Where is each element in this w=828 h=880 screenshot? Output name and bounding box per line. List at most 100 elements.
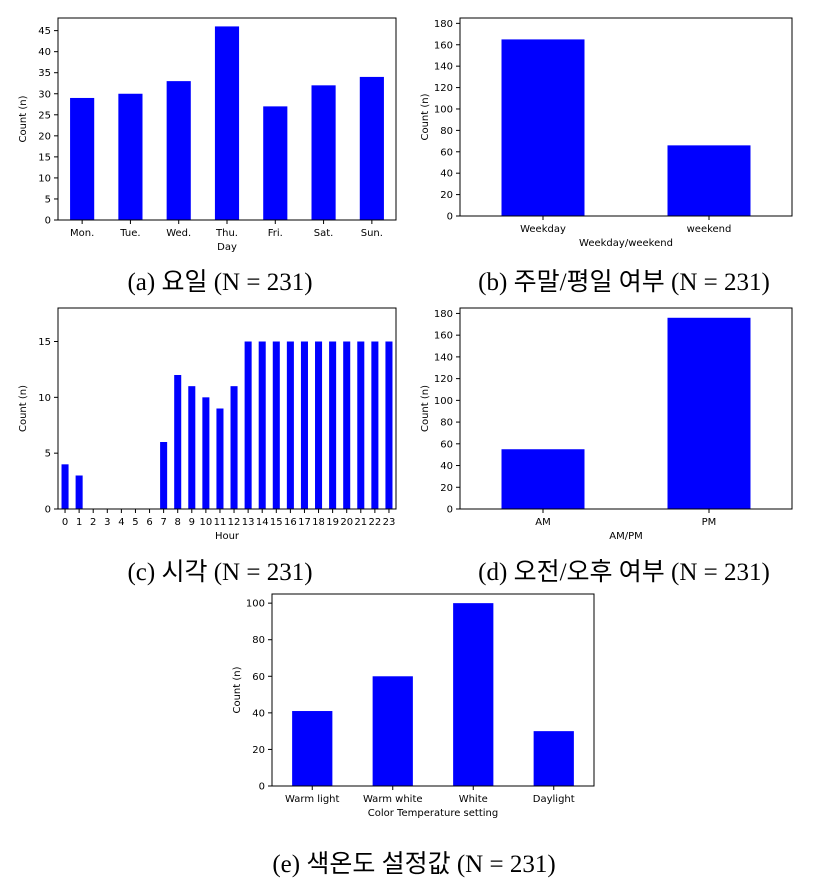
x-tick-label: 9: [189, 517, 195, 528]
y-tick-label: 25: [38, 110, 51, 121]
x-tick-label: 17: [298, 517, 311, 528]
x-tick-label: 4: [118, 517, 124, 528]
caption-day: (a) 요일 (N = 231): [127, 269, 313, 296]
chart-day: Mon. Tue. Wed. Thu. Fri. Sat. Sun. 0 5 10 15 20 25 30…: [18, 17, 397, 253]
bar-am: [501, 449, 585, 509]
bar-wed-: [166, 81, 191, 220]
y-tick-label: 5: [45, 449, 51, 460]
y-tick-label: 180: [434, 309, 453, 320]
bar-9: [188, 386, 196, 509]
y-tick-label: 100: [434, 104, 453, 115]
x-tick-label: 6: [146, 517, 152, 528]
y-tick-label: 80: [440, 418, 453, 429]
y-tick-label: 140: [434, 62, 453, 73]
x-tick-label: 16: [284, 517, 297, 528]
bar-sun-: [359, 76, 384, 221]
x-axis-label: Day: [217, 242, 237, 253]
bar-16: [286, 341, 294, 509]
x-axis-label: AM/PM: [609, 531, 643, 542]
y-tick-label: 180: [434, 19, 453, 30]
chart-am-pm: AM PM 0 20 40 60 80 100 120 140 160 180 AM/PM Count (…: [420, 307, 793, 542]
bar-12: [230, 386, 238, 509]
x-tick-label: 11: [214, 517, 227, 528]
bar-1: [75, 475, 83, 509]
bar-daylight: [533, 731, 574, 786]
y-tick-label: 5: [45, 194, 51, 205]
y-tick-label: 100: [246, 599, 265, 610]
y-tick-label: 160: [434, 40, 453, 51]
chart-panel-day: Mon. Tue. Wed. Thu. Fri. Sat. Sun. 0 5 10 15 20 25 30…: [0, 0, 414, 300]
plot-frame: [57, 307, 397, 510]
x-tick-label: White: [459, 794, 488, 805]
chart-hour: 0 1 2 3 4 5 6 7 8 9 10 11 12 13 14 15 16 17 18 19 20 21 22 2305…: [18, 307, 397, 542]
chart-panel-am-pm: AM PM 0 20 40 60 80 100 120 140 160 180 AM/PM Count (…: [414, 300, 828, 590]
x-tick-label: PM: [702, 517, 717, 528]
bar-warm-white: [372, 676, 413, 786]
plot-frame: [459, 17, 793, 217]
caption-weekday-weekend: (b) 주말/평일 여부 (N = 231): [478, 269, 770, 296]
bar-23: [385, 341, 393, 509]
y-axis-label: Count (n): [420, 93, 431, 140]
plot-frame: [271, 593, 595, 787]
y-tick-label: 120: [434, 374, 453, 385]
bar-11: [216, 408, 224, 509]
x-tick-label: 2: [90, 517, 96, 528]
x-tick-label: 8: [175, 517, 181, 528]
x-tick-label: 18: [312, 517, 325, 528]
x-tick-label: 23: [383, 517, 396, 528]
y-tick-label: 120: [434, 83, 453, 94]
y-tick-label: 160: [434, 331, 453, 342]
bar-14: [258, 341, 266, 509]
x-tick-label: Fri.: [268, 228, 283, 239]
bar-pm: [667, 317, 751, 509]
caption-color-temperature: (e) 색온도 설정값 (N = 231): [272, 851, 556, 878]
x-tick-label: Daylight: [533, 794, 575, 805]
bar-warm-light: [292, 711, 333, 786]
bar-weekend: [667, 145, 751, 216]
bar-20: [343, 341, 351, 509]
bar-white: [453, 603, 494, 786]
bar-mon-: [70, 97, 95, 220]
bar-10: [202, 397, 210, 509]
y-tick-label: 100: [434, 396, 453, 407]
x-tick-label: 20: [340, 517, 353, 528]
x-tick-label: 12: [228, 517, 241, 528]
plot-frame: [459, 307, 793, 510]
caption-am-pm: (d) 오전/오후 여부 (N = 231): [478, 559, 770, 586]
bar-8: [174, 375, 182, 509]
bar-sat-: [311, 85, 336, 220]
chart-panel-hour: 0 1 2 3 4 5 6 7 8 9 10 11 12 13 14 15 16 17 18 19 20 21 22 23 0 5…: [0, 300, 414, 590]
y-tick-label: 20: [440, 190, 453, 201]
bar-19: [329, 341, 337, 509]
x-tick-label: 3: [104, 517, 110, 528]
x-tick-label: Thu.: [215, 228, 238, 239]
x-tick-label: 0: [62, 517, 68, 528]
x-tick-label: Sun.: [361, 228, 383, 239]
bar-tue-: [118, 93, 143, 220]
x-tick-label: 19: [326, 517, 339, 528]
y-tick-label: 0: [447, 505, 453, 516]
y-tick-label: 60: [440, 439, 453, 450]
y-tick-label: 15: [38, 337, 51, 348]
bar-fri-: [263, 106, 288, 220]
bar-0: [61, 464, 69, 509]
bar-7: [160, 442, 168, 509]
y-tick-label: 0: [447, 212, 453, 223]
y-tick-label: 0: [259, 782, 265, 793]
x-tick-label: AM: [535, 517, 550, 528]
x-tick-label: 5: [132, 517, 138, 528]
x-tick-label: Warm white: [363, 794, 423, 805]
x-tick-label: 7: [160, 517, 166, 528]
x-tick-label: 21: [354, 517, 367, 528]
x-tick-label: 13: [242, 517, 255, 528]
bar-13: [244, 341, 252, 509]
y-axis-label: Count (n): [232, 666, 243, 713]
y-tick-label: 0: [45, 505, 51, 516]
chart-panel-color-temperature: Warm light Warm white White Daylight 0 20 40 60…: [0, 590, 828, 878]
y-axis-label: Count (n): [18, 95, 29, 142]
x-tick-label: 10: [200, 517, 213, 528]
y-axis-label: Count (n): [18, 385, 29, 432]
x-tick-label: Mon.: [70, 228, 94, 239]
y-tick-label: 40: [440, 169, 453, 180]
y-tick-label: 35: [38, 68, 51, 79]
